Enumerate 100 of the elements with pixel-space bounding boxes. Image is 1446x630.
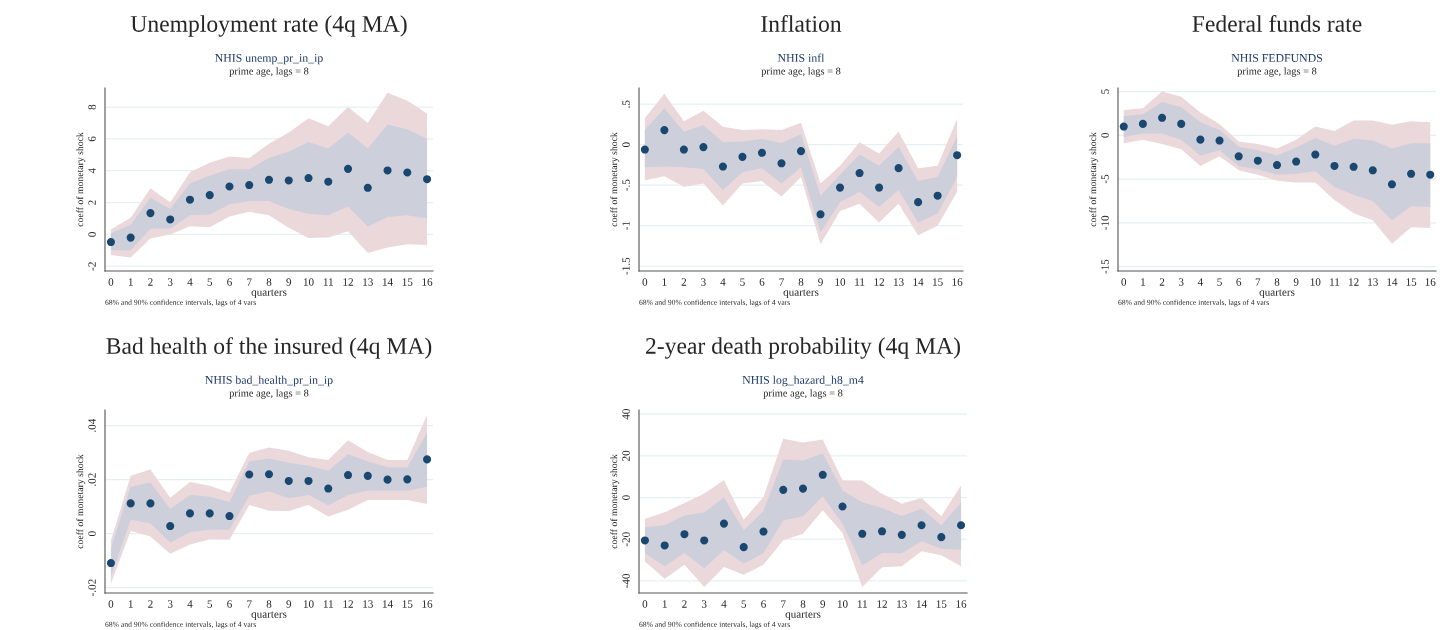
point [264, 175, 274, 184]
point [1215, 136, 1224, 145]
chart-title: Inflation [761, 15, 842, 32]
x-tick-label: 16 [422, 600, 433, 608]
x-tick-label: 12 [874, 278, 885, 286]
x-tick-label: 9 [1293, 278, 1299, 286]
chart-title: Bad health of the insured (4q MA) [106, 337, 432, 359]
point [343, 164, 353, 173]
x-tick-label: 4 [187, 600, 193, 608]
x-tick-label: 15 [402, 278, 413, 286]
x-tick-label: 13 [894, 278, 904, 286]
point [1349, 162, 1358, 171]
x-tick-label: 9 [820, 600, 826, 608]
y-tick-label: 0 [622, 495, 630, 500]
x-tick-label: 6 [227, 278, 232, 286]
chart-subtitle: NHIS infl [777, 53, 825, 62]
x-tick-label: 0 [108, 278, 114, 286]
point [937, 533, 946, 542]
y-tick-label: -15 [1101, 259, 1109, 274]
y-tick-label: -.5 [622, 179, 630, 191]
x-tick-label: 2 [148, 278, 153, 286]
point [264, 470, 274, 479]
x-tick-label: 16 [952, 278, 963, 286]
chart-subtitle: NHIS unemp_pr_in_ip [215, 54, 323, 65]
point [719, 519, 729, 528]
text: prime age, lags = 8 [1237, 67, 1317, 77]
point [855, 168, 864, 178]
point [796, 147, 806, 156]
point [835, 183, 845, 192]
y-axis-title: coeff of monetary shock [610, 132, 620, 227]
point [1368, 166, 1377, 175]
point [897, 530, 906, 539]
y-tick-label: 0 [88, 531, 96, 536]
x-tick-label: 8 [1274, 278, 1280, 286]
x-tick-label: 12 [343, 600, 353, 608]
x-axis-title: quarters [251, 611, 287, 621]
x-tick-label: 2 [682, 600, 687, 608]
point [700, 536, 709, 545]
point [739, 543, 748, 552]
point [126, 499, 135, 508]
point [957, 521, 966, 530]
y-tick-label: -40 [622, 573, 630, 588]
point [383, 475, 392, 484]
x-tick-label: 5 [1217, 278, 1222, 286]
y-tick-label: .02 [88, 473, 96, 486]
x-axis-title: quarters [785, 611, 821, 621]
point [1311, 150, 1320, 159]
y-tick-label: -2 [88, 262, 96, 271]
x-tick-label: 11 [323, 600, 333, 608]
y-tick-label: 6 [88, 136, 96, 142]
x-tick-label: 7 [247, 600, 252, 608]
point [1426, 170, 1435, 179]
x-tick-label: 5 [741, 600, 747, 608]
text: prime age, lags = 8 [229, 67, 309, 77]
point [1177, 119, 1186, 128]
y-tick-label: 4 [88, 168, 96, 174]
point [324, 484, 333, 493]
point [660, 541, 669, 550]
x-tick-label: 3 [701, 600, 707, 608]
x-tick-label: 9 [818, 278, 823, 286]
point [953, 151, 962, 160]
point [1272, 161, 1282, 170]
x-tick-label: 1 [128, 600, 133, 608]
y-tick-label: -.02 [88, 579, 96, 596]
point [838, 502, 847, 511]
x-tick-label: 5 [207, 278, 213, 286]
x-axis-title: quarters [783, 289, 819, 299]
x-tick-label: 10 [1310, 278, 1321, 286]
point [1292, 157, 1301, 166]
x-tick-label: 14 [382, 278, 393, 286]
point [423, 175, 432, 184]
point [798, 484, 808, 493]
x-tick-label: 6 [1236, 278, 1242, 286]
x-tick-label: 4 [1197, 278, 1203, 286]
x-tick-label: 10 [303, 278, 314, 286]
point [738, 152, 747, 161]
x-tick-label: 6 [761, 600, 766, 608]
point [403, 168, 412, 177]
point [166, 522, 175, 531]
x-tick-label: 3 [167, 600, 173, 608]
point [383, 166, 392, 175]
point [875, 183, 884, 192]
x-tick-label: 15 [936, 600, 947, 608]
x-tick-label: 7 [779, 278, 784, 286]
point [245, 470, 254, 479]
point [640, 145, 649, 154]
x-tick-label: 16 [1425, 278, 1436, 286]
x-axis-title: quarters [1259, 289, 1295, 299]
point [423, 455, 432, 464]
x-tick-label: 12 [1349, 278, 1359, 286]
point [718, 162, 727, 171]
x-tick-label: 14 [1387, 278, 1398, 286]
x-tick-label: 10 [835, 278, 846, 286]
y-tick-label: .04 [88, 418, 96, 432]
point [1234, 152, 1243, 161]
point [245, 181, 254, 190]
y-axis-title: coeff of monetary shock [610, 454, 620, 549]
x-tick-label: 12 [343, 278, 353, 286]
point [1330, 161, 1339, 170]
y-tick-label: 0 [622, 142, 630, 148]
